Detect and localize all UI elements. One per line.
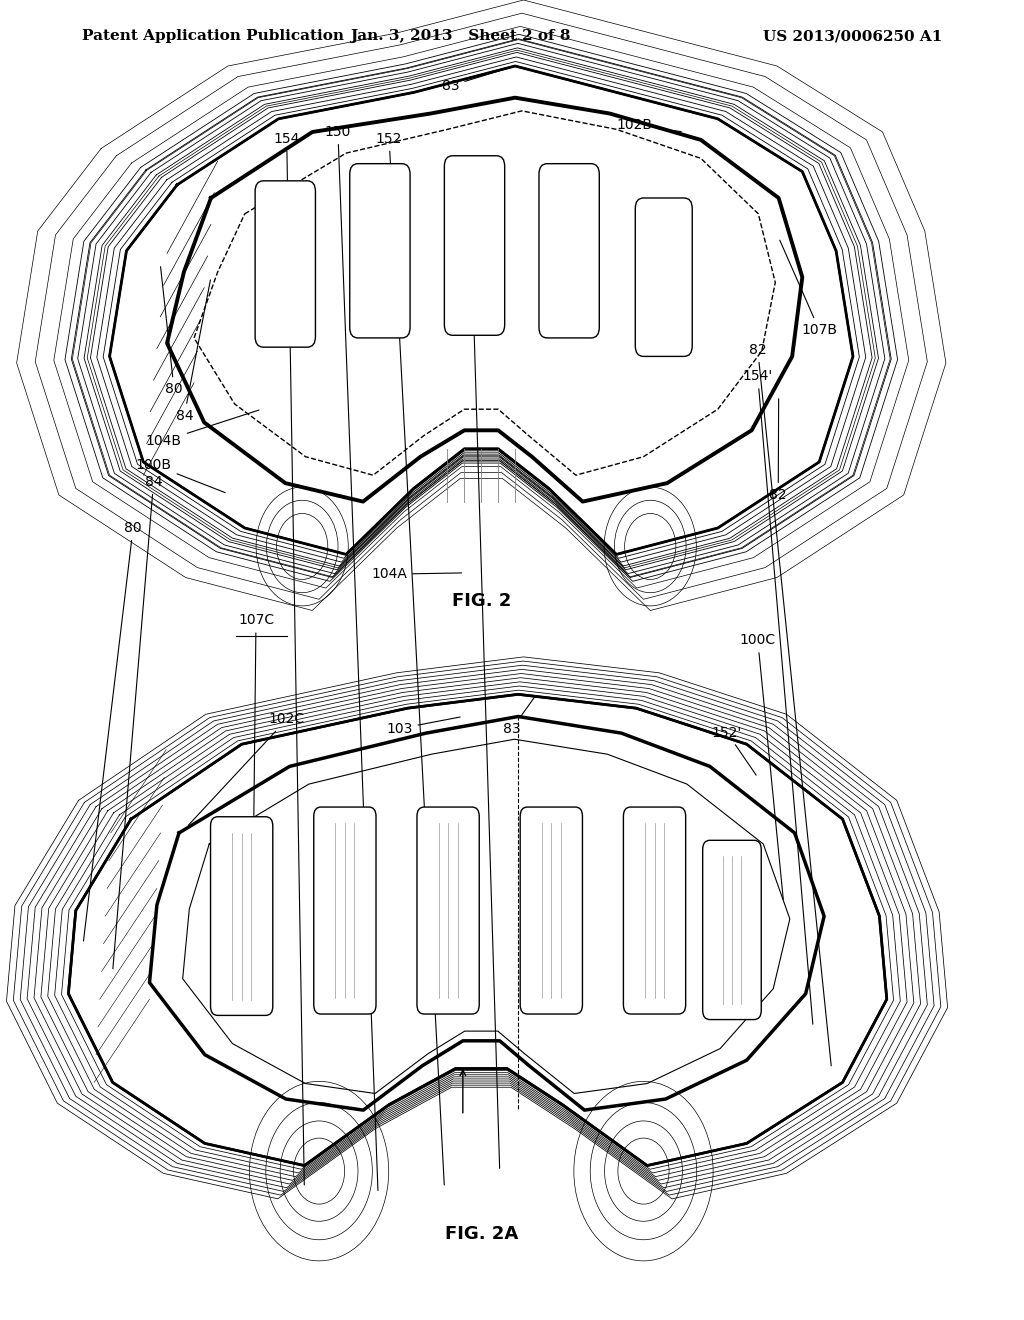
Text: 80: 80 <box>161 267 183 396</box>
Text: 154': 154' <box>742 370 813 1024</box>
Text: 83: 83 <box>503 697 535 735</box>
Text: 83: 83 <box>441 67 512 92</box>
Text: Jan. 3, 2013   Sheet 2 of 8: Jan. 3, 2013 Sheet 2 of 8 <box>350 29 571 44</box>
Text: FIG. 2: FIG. 2 <box>452 591 511 610</box>
Text: 82: 82 <box>749 343 831 1065</box>
FancyBboxPatch shape <box>350 164 410 338</box>
Text: 100B: 100B <box>135 458 225 492</box>
Text: 107C: 107C <box>238 614 274 913</box>
FancyBboxPatch shape <box>539 164 599 338</box>
FancyBboxPatch shape <box>255 181 315 347</box>
FancyBboxPatch shape <box>444 156 505 335</box>
Text: 82: 82 <box>769 399 787 502</box>
Text: 102B: 102B <box>616 119 681 132</box>
Text: FIG. 2A: FIG. 2A <box>444 1225 518 1243</box>
Text: US 2013/0006250 A1: US 2013/0006250 A1 <box>763 29 942 44</box>
Text: 84: 84 <box>113 475 163 969</box>
Text: 100C: 100C <box>739 634 783 899</box>
Text: 152: 152 <box>376 132 444 1185</box>
Text: 84: 84 <box>175 280 210 422</box>
FancyBboxPatch shape <box>313 807 376 1014</box>
FancyBboxPatch shape <box>417 807 479 1014</box>
FancyBboxPatch shape <box>624 807 686 1014</box>
Text: 80: 80 <box>84 521 142 941</box>
Text: 154: 154 <box>273 132 304 1185</box>
Text: 152': 152' <box>712 726 756 775</box>
Text: 104B: 104B <box>145 411 259 447</box>
Text: 103: 103 <box>386 717 460 735</box>
FancyBboxPatch shape <box>635 198 692 356</box>
FancyBboxPatch shape <box>702 841 761 1019</box>
FancyBboxPatch shape <box>211 817 272 1015</box>
Text: 150: 150 <box>325 125 378 1191</box>
Text: Patent Application Publication: Patent Application Publication <box>82 29 344 44</box>
Text: 102C: 102C <box>188 713 305 825</box>
Text: 150': 150' <box>456 224 500 1168</box>
Text: 104A: 104A <box>371 568 462 581</box>
FancyBboxPatch shape <box>520 807 583 1014</box>
Text: 107B: 107B <box>779 240 838 337</box>
